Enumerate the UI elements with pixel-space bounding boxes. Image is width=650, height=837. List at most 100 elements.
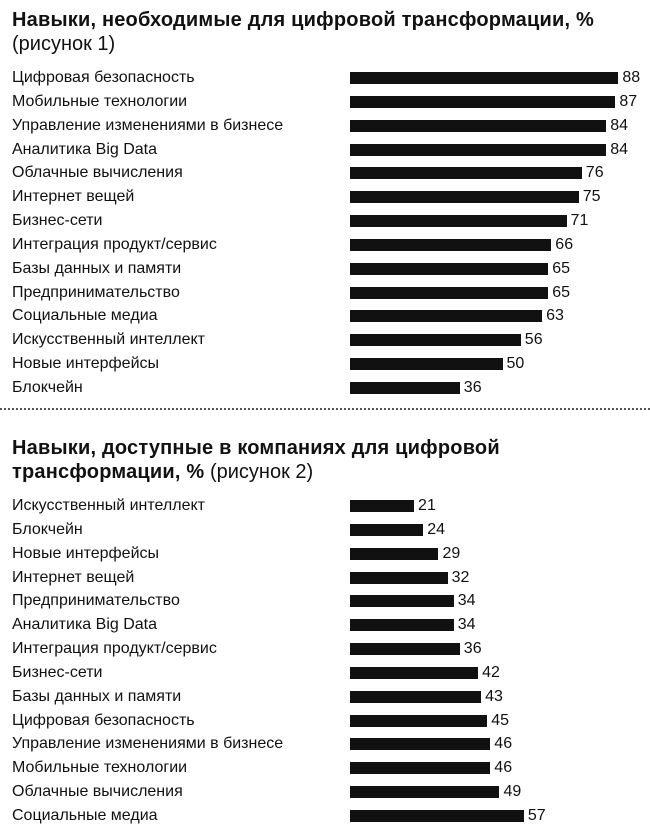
chart-subtitle: (рисунок 1) [12,33,116,55]
value-label: 56 [524,331,543,349]
category-label: Интеграция продукт/сервис [12,640,217,658]
bar-row: Мобильные технологии 46 [0,756,650,780]
value-label: 29 [442,544,461,562]
bar-row: Новые интерфейсы 50 [0,352,650,376]
bar [350,762,491,775]
bar [350,643,460,656]
bar [350,72,619,84]
category-label: Базы данных и памяти [12,259,182,277]
bar [350,381,460,394]
category-label: Мобильные технологии [12,92,188,110]
bar-row: Облачные вычисления 49 [0,780,650,804]
bar [350,690,482,703]
bar [350,262,549,275]
category-label: Новые интерфейсы [12,355,160,373]
value-label: 24 [427,520,445,538]
chart-title-text: Навыки, необходимые для цифровой трансфо… [12,9,594,31]
category-label: Интернет вещей [12,568,135,586]
value-label: 34 [457,592,476,610]
bar [350,95,616,108]
category-label: Новые интерфейсы [12,544,160,562]
chart-2: Навыки, доступные в компаниях для цифров… [0,436,650,828]
bar-row: Аналитика Big Data 84 [0,138,650,162]
value-label: 87 [619,92,638,110]
bar [350,334,521,347]
bar [350,595,454,608]
value-label: 34 [457,616,476,634]
bar-row: Облачные вычисления 76 [0,161,650,185]
value-label: 65 [552,283,571,301]
bar [350,310,543,323]
value-label: 84 [610,140,628,158]
bar-row: Социальные медиа 57 [0,804,650,828]
bar [350,786,500,799]
value-label: 84 [610,116,628,134]
chart-title: Навыки, доступные в компаниях для цифров… [12,436,612,484]
bar [350,215,567,228]
bar-row: Искусственный интеллект 21 [0,494,650,518]
bar-row: Предпринимательство 65 [0,281,650,305]
category-label: Цифровая безопасность [12,711,195,729]
bar [350,143,607,156]
bar-row: Социальные медиа 63 [0,304,650,328]
bar [350,619,454,632]
bar [350,523,424,536]
bar-row: Базы данных и памяти 65 [0,257,650,281]
bar-row: Блокчейн 36 [0,376,650,400]
bar [350,714,488,727]
value-label: 75 [582,188,601,206]
category-label: Мобильные технологии [12,759,188,777]
bar [350,547,439,560]
category-label: Бизнес-сети [12,212,103,230]
bar-row: Бизнес-сети 71 [0,209,650,233]
value-label: 49 [503,783,522,801]
bar-row: Управление изменениями в бизнесе 46 [0,732,650,756]
category-label: Искусственный интеллект [12,331,205,349]
value-label: 43 [485,687,503,705]
bar-row: Базы данных и памяти 43 [0,685,650,709]
category-label: Предпринимательство [12,592,180,610]
bar [350,571,448,584]
bar-row: Аналитика Big Data 34 [0,613,650,637]
category-label: Аналитика Big Data [12,140,158,158]
value-label: 45 [491,711,510,729]
category-label: Социальные медиа [12,307,158,325]
bar-row: Блокчейн 24 [0,518,650,542]
bar-row: Управление изменениями в бизнесе 84 [0,114,650,138]
category-label: Блокчейн [12,378,83,396]
chart-title-text: Навыки, доступные в компаниях для цифров… [12,437,500,483]
bar-row: Искусственный интеллект 56 [0,328,650,352]
bar [350,167,582,180]
value-label: 21 [418,497,436,514]
category-label: Интернет вещей [12,188,135,206]
category-label: Интеграция продукт/сервис [12,235,217,253]
value-label: 63 [546,307,564,325]
value-label: 88 [622,69,641,86]
value-label: 71 [570,212,589,230]
bar-row: Цифровая безопасность 45 [0,709,650,733]
value-label: 65 [552,259,571,277]
value-label: 46 [494,759,513,777]
category-label: Предпринимательство [12,283,180,301]
section-divider [0,408,650,410]
bar [350,191,579,204]
category-label: Базы данных и памяти [12,687,182,705]
bar-row: Новые интерфейсы 29 [0,542,650,566]
bar-row: Предпринимательство 34 [0,589,650,613]
bar-row: Интеграция продукт/сервис 36 [0,637,650,661]
category-label: Искусственный интеллект [12,497,205,514]
chart-subtitle: (рисунок 2) [209,461,314,483]
bar [350,500,415,512]
category-label: Управление изменениями в бизнесе [12,116,284,134]
category-label: Облачные вычисления [12,783,183,801]
value-label: 57 [527,806,546,824]
category-label: Бизнес-сети [12,663,103,681]
category-label: Управление изменениями в бизнесе [12,735,284,753]
value-label: 46 [494,735,513,753]
bar [350,119,607,132]
value-label: 42 [482,663,500,681]
value-label: 32 [451,568,470,586]
value-label: 36 [463,378,482,396]
category-label: Социальные медиа [12,806,158,824]
bar-rows: Цифровая безопасность 88 Мобильные техноло… [0,66,650,400]
